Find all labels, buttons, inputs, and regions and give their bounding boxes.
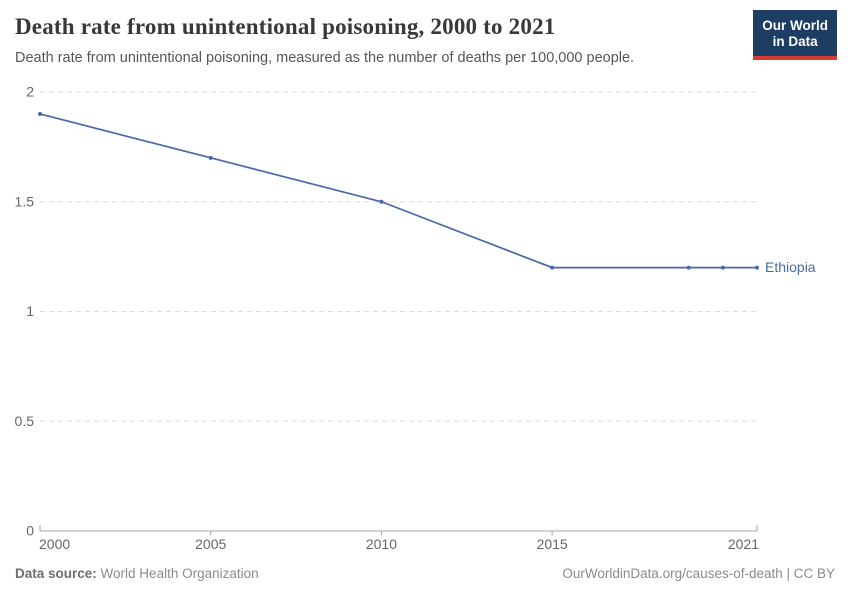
title-block: Death rate from unintentional poisoning,…	[15, 8, 634, 67]
data-point-marker[interactable]	[686, 265, 691, 270]
chart-title: Death rate from unintentional poisoning,…	[15, 14, 556, 39]
data-point-marker[interactable]	[550, 265, 555, 270]
y-tick-label: 1.5	[15, 193, 35, 209]
footer-link[interactable]: OurWorldinData.org/causes-of-death | CC …	[562, 566, 835, 581]
x-tick-label: 2000	[39, 536, 70, 552]
data-point-marker[interactable]	[720, 265, 725, 270]
chart-subtitle: Death rate from unintentional poisoning,…	[15, 50, 635, 66]
data-point-marker[interactable]	[208, 155, 213, 160]
data-source-label: Data source:	[15, 566, 97, 581]
data-source-value: World Health Organization	[100, 566, 259, 581]
owid-logo-line1: Our World	[762, 18, 828, 33]
data-point-marker[interactable]	[755, 265, 759, 270]
chart-footer: Data source: World Health Organization O…	[15, 566, 835, 581]
series-line-ethiopia[interactable]	[39, 113, 757, 269]
owid-logo-line2: in Data	[772, 34, 818, 49]
data-point-marker[interactable]	[38, 111, 42, 116]
y-tick-label: 1	[26, 303, 34, 319]
x-tick-label: 2021	[728, 536, 759, 552]
y-tick-label: 0.5	[15, 413, 35, 429]
owid-logo[interactable]: Our World in Data	[753, 10, 837, 60]
x-tick-label: 2015	[537, 536, 568, 552]
y-tick-label: 2	[26, 84, 34, 100]
data-point-marker[interactable]	[379, 199, 384, 204]
chart-header: Death rate from unintentional poisoning,…	[15, 8, 837, 67]
y-tick-label: 0	[26, 523, 34, 539]
data-source: Data source: World Health Organization	[15, 566, 259, 581]
x-tick-label: 2010	[366, 536, 397, 552]
x-tick-label: 2005	[195, 536, 226, 552]
series-end-label-ethiopia[interactable]: Ethiopia	[765, 259, 816, 275]
